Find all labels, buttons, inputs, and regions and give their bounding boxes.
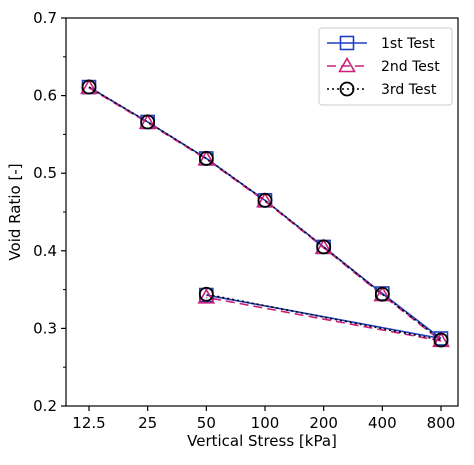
legend-label-1: 1st Test [381,36,435,52]
y-axis-title: Void Ratio [-] [6,163,24,260]
data-point-circle [140,114,156,130]
y-tick-label: 0.5 [33,164,57,182]
series-line-2 [88,87,442,342]
y-tick-label: 0.2 [33,397,57,415]
x-tick-label: 100 [251,414,280,432]
data-point-circle [316,239,332,255]
data-point-circle [374,286,390,302]
x-tick-label: 800 [427,414,456,432]
legend-label-3: 3rd Test [381,82,437,98]
x-tick-label: 50 [197,414,216,432]
x-axis-title: Vertical Stress [kPa] [187,432,337,450]
axes: 0.2 0.3 0.4 0.5 0.6 0.7 12.5 25 50 100 200 400 800 [33,9,459,432]
data-point-circle [257,192,273,208]
data-point-circle [81,79,97,95]
y-tick-label: 0.7 [33,9,57,27]
x-tick-label: 200 [309,414,338,432]
data-point-circle [339,81,355,97]
series-line-3 [88,86,442,341]
data-point-triangle [338,56,356,73]
plot-area [80,78,450,348]
data-point-circle [198,286,214,302]
data-point-triangle [197,288,216,304]
data-point-circle [198,151,214,166]
data-point-square [339,35,355,51]
x-tick-label: 25 [138,414,157,432]
x-tick-label: 12.5 [72,414,105,432]
legend: 1st Test 2nd Test 3rd Test [318,27,453,106]
data-point-circle [433,332,449,348]
x-tick-label: 400 [368,414,397,432]
legend-label-2: 2nd Test [381,59,440,75]
y-tick-label: 0.6 [33,87,57,105]
y-tick-label: 0.4 [33,242,57,260]
y-tick-label: 0.3 [33,319,57,337]
